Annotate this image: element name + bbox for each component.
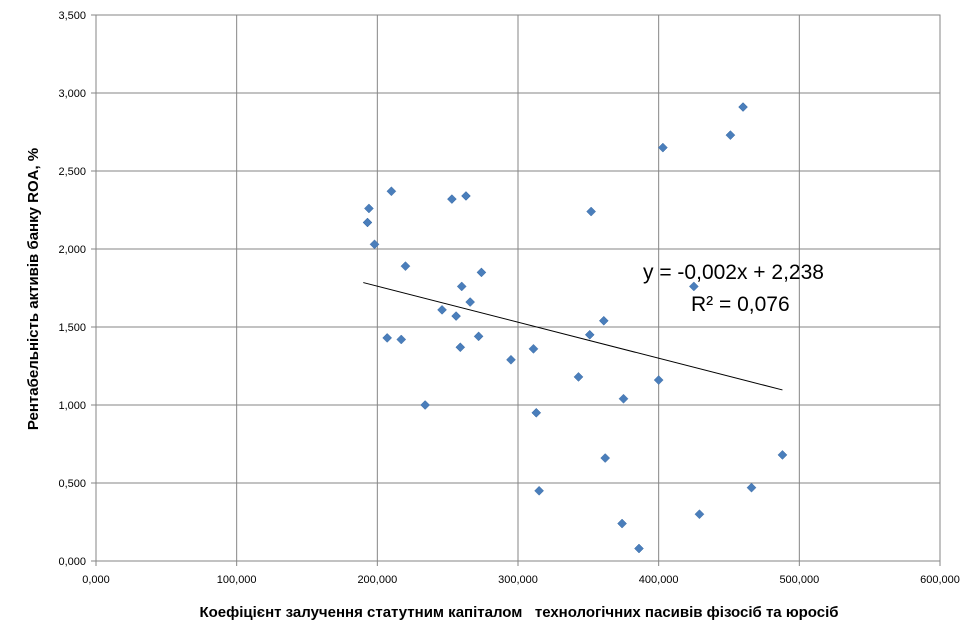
data-point	[455, 342, 466, 353]
data-point	[456, 281, 467, 292]
y-tick-label: 0,000	[58, 556, 86, 568]
y-tick-label: 2,000	[58, 244, 86, 256]
data-point	[586, 206, 597, 217]
data-point	[531, 407, 542, 418]
data-point	[688, 281, 699, 292]
trendline-equation: y = -0,002x + 2,238	[643, 261, 824, 284]
data-point	[738, 102, 748, 112]
data-point	[447, 194, 457, 204]
x-axis-ticks: 0,000 100,000 200,000 300,000 400,000 500,000…	[82, 561, 960, 586]
data-point	[382, 333, 393, 343]
x-tick-label: 300,000	[498, 574, 538, 586]
data-point	[584, 329, 595, 340]
trendline	[363, 282, 783, 391]
data-point	[364, 203, 374, 214]
data-point	[534, 485, 544, 496]
data-point	[528, 343, 539, 354]
y-axis-title: Рентабельність активів банку ROA, %	[25, 148, 42, 430]
data-point	[694, 509, 705, 520]
y-tick-label: 1,000	[58, 400, 86, 412]
data-point	[573, 372, 584, 382]
data-point	[461, 191, 471, 201]
data-point	[437, 304, 447, 315]
y-tick-label: 3,500	[58, 10, 86, 22]
data-point	[476, 267, 487, 278]
data-point	[396, 334, 407, 345]
data-point	[386, 186, 397, 197]
data-point	[420, 400, 431, 410]
data-point	[658, 142, 668, 153]
x-tick-label: 200,000	[357, 574, 397, 586]
data-point	[777, 450, 788, 460]
data-point	[725, 130, 736, 140]
x-tick-label: 600,000	[920, 574, 960, 586]
x-tick-label: 0,000	[82, 574, 110, 586]
data-point	[473, 331, 484, 342]
data-point	[506, 354, 516, 365]
data-point	[465, 297, 476, 307]
data-point	[746, 482, 757, 493]
data-point	[369, 239, 380, 250]
r-squared-label: R² = 0,076	[691, 293, 790, 316]
gridlines	[95, 14, 941, 562]
x-tick-label: 500,000	[779, 574, 819, 586]
y-tick-label: 1,500	[58, 322, 86, 334]
data-point	[362, 217, 373, 228]
data-point	[618, 393, 629, 404]
data-point	[451, 311, 461, 321]
data-point	[617, 518, 627, 529]
data-point	[598, 315, 609, 326]
data-point	[600, 453, 611, 463]
data-points	[362, 102, 788, 554]
data-point	[653, 375, 664, 385]
data-point	[634, 543, 644, 554]
y-tick-label: 0,500	[58, 478, 86, 490]
y-axis-ticks: 0,000 0,500 1,000 1,500 2,000 2,500 3,000 3,500	[58, 10, 96, 568]
x-tick-label: 100,000	[217, 574, 257, 586]
x-tick-label: 400,000	[639, 574, 679, 586]
data-point	[400, 261, 411, 272]
y-tick-label: 3,000	[58, 88, 86, 100]
y-tick-label: 2,500	[58, 166, 86, 178]
x-axis-title: Коефіцієнт залучення статутним капіталом…	[199, 604, 838, 621]
